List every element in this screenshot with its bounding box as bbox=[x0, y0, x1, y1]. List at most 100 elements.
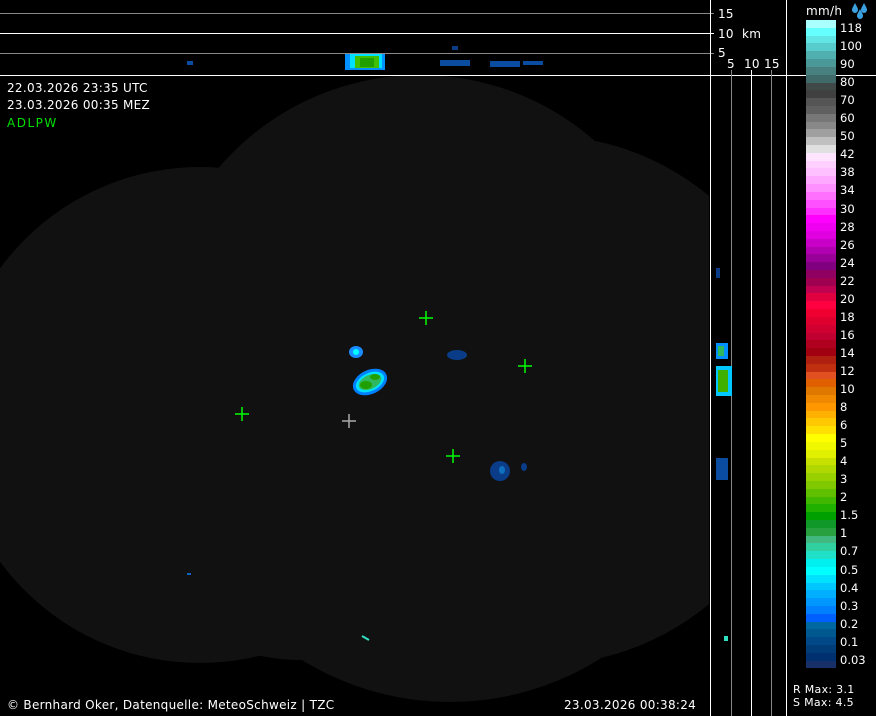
legend-color-step bbox=[806, 371, 836, 380]
legend-color-step bbox=[806, 270, 836, 278]
legend-color-step bbox=[806, 629, 836, 638]
legend-label: 60 bbox=[840, 111, 855, 126]
side-profile-echoes bbox=[716, 268, 732, 641]
radar-site-marker bbox=[419, 311, 433, 325]
rain-streak bbox=[361, 635, 370, 641]
generated-timestamp: 23.03.2026 00:38:24 bbox=[564, 698, 697, 712]
legend-color-step bbox=[806, 590, 836, 599]
legend-label: 14 bbox=[840, 345, 855, 360]
legend-label: 100 bbox=[840, 39, 862, 54]
legend-color-step bbox=[806, 254, 836, 263]
raindrops-icon bbox=[852, 3, 867, 19]
legend-color-step bbox=[806, 246, 836, 255]
legend-color-step bbox=[806, 27, 836, 36]
legend-color-step bbox=[806, 512, 836, 520]
legend-label: 5 bbox=[840, 436, 848, 451]
legend-color-step bbox=[806, 82, 836, 91]
local-timestamp: 23.03.2026 00:35 MEZ bbox=[7, 98, 151, 112]
legend-color-step bbox=[806, 520, 836, 528]
legend-color-step bbox=[806, 51, 836, 60]
legend-color-step bbox=[806, 191, 836, 200]
legend-color-step bbox=[806, 277, 836, 286]
legend-color-step bbox=[806, 402, 836, 411]
legend-color-step bbox=[806, 535, 836, 544]
top-profile-grid bbox=[0, 13, 876, 76]
legend-label: 0.2 bbox=[840, 616, 859, 631]
radar-site-marker bbox=[518, 359, 532, 373]
legend-label: 12 bbox=[840, 363, 855, 378]
legend-color-step bbox=[806, 457, 836, 466]
legend-color-step bbox=[806, 35, 836, 44]
legend-label: 10 bbox=[840, 382, 855, 396]
legend-label: 1 bbox=[840, 526, 848, 541]
legend-color-step bbox=[806, 543, 836, 552]
legend-label: 30 bbox=[840, 201, 855, 216]
legend-label: 4 bbox=[840, 454, 848, 469]
legend-label: 80 bbox=[840, 75, 855, 90]
copyright-text: © Bernhard Oker, Datenquelle: MeteoSchwe… bbox=[7, 698, 335, 712]
legend-color-step bbox=[806, 301, 836, 310]
legend-color-step bbox=[806, 660, 836, 669]
legend-color-step bbox=[806, 582, 836, 591]
legend-label: 0.5 bbox=[840, 562, 859, 577]
legend-label: 6 bbox=[840, 418, 848, 433]
height-label-5: 5 bbox=[718, 46, 726, 60]
legend-label: 20 bbox=[840, 291, 855, 306]
legend-color-step bbox=[806, 652, 836, 661]
rain-cell bbox=[521, 463, 527, 471]
snow-max: S Max: 4.5 bbox=[793, 696, 854, 709]
legend-color-step bbox=[806, 90, 836, 99]
legend-label: 70 bbox=[840, 93, 855, 108]
legend-color-step bbox=[806, 332, 836, 341]
legend-color-step bbox=[806, 426, 836, 435]
legend-color-step bbox=[806, 59, 836, 67]
legend-label: 22 bbox=[840, 273, 855, 288]
legend-color-step bbox=[806, 527, 836, 536]
legend-label: 0.7 bbox=[840, 544, 859, 559]
precipitation-echoes bbox=[187, 346, 527, 641]
legend-label: 18 bbox=[840, 309, 855, 324]
legend-color-step bbox=[806, 113, 836, 122]
legend-color-step bbox=[806, 20, 836, 28]
legend-color-step bbox=[806, 613, 836, 622]
center-marker bbox=[342, 414, 356, 428]
legend-unit: mm/h bbox=[806, 4, 843, 18]
legend-color-step bbox=[806, 215, 836, 224]
legend-label: 28 bbox=[840, 219, 855, 234]
legend-color-step bbox=[806, 496, 836, 505]
legend-label: 16 bbox=[840, 327, 855, 342]
legend-label: 1.5 bbox=[840, 508, 859, 523]
legend-color-step bbox=[806, 410, 836, 419]
legend-label: 50 bbox=[840, 129, 855, 144]
legend-color-step bbox=[806, 605, 836, 614]
legend-label: 0.4 bbox=[840, 580, 859, 595]
legend-label: 0.03 bbox=[840, 652, 866, 667]
legend-color-step bbox=[806, 379, 836, 388]
legend-color-step bbox=[806, 207, 836, 216]
legend-color-step bbox=[806, 309, 836, 317]
legend-color-step bbox=[806, 348, 836, 356]
legend-color-step bbox=[806, 262, 836, 270]
legend-color-step bbox=[806, 645, 836, 653]
legend-color-step bbox=[806, 168, 836, 177]
legend-color-step bbox=[806, 488, 836, 497]
legend-color-step bbox=[806, 66, 836, 75]
legend-color-step bbox=[806, 418, 836, 427]
rain-max: R Max: 3.1 bbox=[793, 683, 855, 696]
legend-color-step bbox=[806, 105, 836, 114]
legend-color-step bbox=[806, 293, 836, 302]
legend-color-step bbox=[806, 74, 836, 83]
legend-label: 38 bbox=[840, 165, 855, 180]
utc-timestamp: 22.03.2026 23:35 UTC bbox=[7, 81, 148, 95]
legend-color-step bbox=[806, 559, 836, 567]
legend-color-step bbox=[806, 473, 836, 481]
height-label-15: 15 bbox=[718, 7, 734, 21]
legend-color-step bbox=[806, 137, 836, 145]
legend-color-step bbox=[806, 480, 836, 489]
product-code: ADLPW bbox=[7, 116, 58, 130]
legend-color-step bbox=[806, 285, 836, 294]
legend-color-step bbox=[806, 121, 836, 130]
legend-color-step bbox=[806, 43, 836, 52]
legend-color-step bbox=[806, 637, 836, 645]
